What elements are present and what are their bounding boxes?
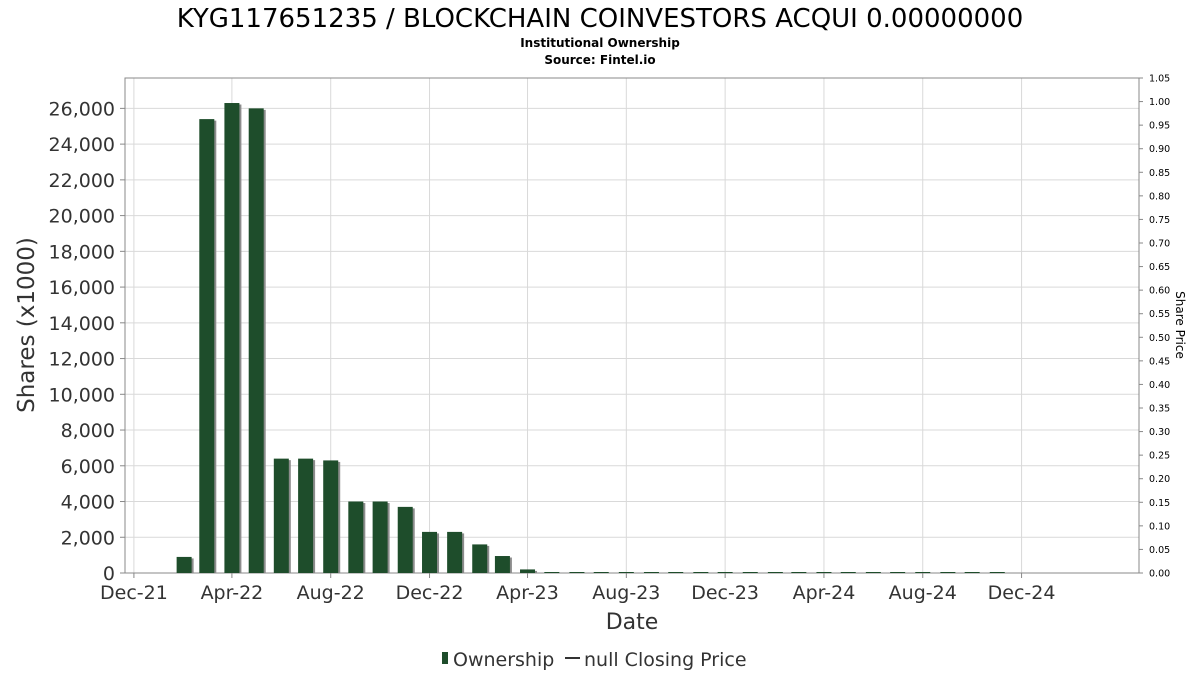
y2-tick-label: 0.65 [1149, 262, 1170, 273]
y2-tick-label: 0.05 [1149, 545, 1170, 556]
y2-tick-label: 0.00 [1149, 569, 1170, 580]
y2-tick-label: 0.40 [1149, 380, 1170, 391]
bar [224, 103, 240, 573]
y-axis-ticks: 0 2,000 4,000 6,000 8,000 10,000 12,000 14,000 1… [49, 98, 125, 585]
y2-tick-label: 0.90 [1149, 144, 1170, 155]
x-axis-ticks: Dec-21 Apr-22 Aug-22 Dec-22 Apr-23 Aug-23 Dec-… [100, 573, 1055, 604]
bar [397, 506, 413, 573]
bar [248, 108, 264, 573]
bar [494, 556, 510, 573]
bar [791, 572, 807, 573]
x-axis-label: Date [606, 610, 659, 635]
bar [717, 572, 733, 573]
y2-tick-label: 0.25 [1149, 451, 1170, 462]
x-tick-label: Dec-21 [100, 582, 168, 604]
y2-tick-label: 0.15 [1149, 498, 1170, 509]
y-tick-label: 12,000 [49, 349, 115, 371]
bar [298, 458, 314, 573]
bar [989, 572, 1005, 573]
y2-axis-ticks: 0.00 0.05 0.10 0.15 0.20 0.25 0.30 0.35 0.40 0.45… [1139, 74, 1170, 580]
bar [915, 572, 931, 573]
bar [865, 572, 881, 573]
y2-tick-label: 1.00 [1149, 97, 1170, 108]
y2-tick-label: 0.80 [1149, 191, 1170, 202]
y-tick-label: 4,000 [61, 492, 115, 514]
x-tick-label: Apr-24 [793, 582, 856, 604]
y2-tick-label: 0.20 [1149, 474, 1170, 485]
legend-ownership-swatch [442, 652, 448, 664]
bars [176, 103, 1005, 574]
bar [742, 572, 758, 573]
y2-tick-label: 1.05 [1149, 74, 1170, 85]
y2-tick-label: 0.70 [1149, 239, 1170, 250]
x-tick-label: Apr-23 [496, 582, 559, 604]
y-tick-label: 8,000 [61, 420, 115, 442]
y-tick-label: 0 [103, 563, 115, 585]
x-tick-label: Apr-22 [201, 582, 264, 604]
y-tick-label: 2,000 [61, 527, 115, 549]
y-tick-label: 20,000 [49, 206, 115, 228]
y2-tick-label: 0.10 [1149, 521, 1170, 532]
bar [816, 572, 832, 573]
y2-tick-label: 0.60 [1149, 286, 1170, 297]
chart-subtitle-1: Institutional Ownership [520, 36, 680, 50]
chart-subtitle-2: Source: Fintel.io [544, 53, 655, 67]
bar [199, 119, 215, 574]
bar [643, 572, 659, 573]
bar [940, 572, 956, 573]
bar [422, 531, 438, 573]
y2-axis-label: Share Price [1173, 291, 1187, 359]
bar [520, 569, 536, 573]
bar [618, 572, 634, 573]
y2-tick-label: 0.45 [1149, 356, 1170, 367]
x-tick-label: Dec-24 [988, 582, 1056, 604]
bar [693, 572, 709, 573]
x-tick-label: Aug-23 [592, 582, 660, 604]
y2-tick-label: 0.75 [1149, 215, 1170, 226]
x-tick-label: Aug-22 [297, 582, 365, 604]
bar [840, 572, 856, 573]
y-tick-label: 16,000 [49, 277, 115, 299]
y-axis-label: Shares (x1000) [14, 237, 40, 413]
bar [372, 501, 388, 573]
bar [273, 458, 289, 573]
y2-tick-label: 0.30 [1149, 427, 1170, 438]
x-tick-label: Dec-22 [396, 582, 464, 604]
y-tick-label: 6,000 [61, 456, 115, 478]
y-tick-label: 18,000 [49, 241, 115, 263]
bar [472, 544, 488, 573]
bar [668, 572, 684, 573]
y-tick-label: 26,000 [49, 98, 115, 120]
y2-tick-label: 0.95 [1149, 121, 1170, 132]
x-tick-label: Aug-24 [889, 582, 957, 604]
bar [964, 572, 980, 573]
bar [890, 572, 906, 573]
legend-price-label: null Closing Price [584, 649, 747, 671]
y2-tick-label: 0.35 [1149, 404, 1170, 415]
y2-tick-label: 0.85 [1149, 168, 1170, 179]
bar [593, 572, 609, 573]
bar [544, 572, 560, 573]
y-tick-label: 24,000 [49, 134, 115, 156]
bar [569, 572, 585, 573]
legend: Ownership null Closing Price [442, 649, 747, 671]
grid-lines [125, 78, 1139, 574]
x-tick-label: Dec-23 [691, 582, 759, 604]
chart-title: KYG117651235 / BLOCKCHAIN COINVESTORS AC… [177, 4, 1024, 34]
y2-tick-label: 0.50 [1149, 333, 1170, 344]
y-tick-label: 14,000 [49, 313, 115, 335]
y-tick-label: 10,000 [49, 384, 115, 406]
y-tick-label: 22,000 [49, 170, 115, 192]
y2-tick-label: 0.55 [1149, 309, 1170, 320]
bar [176, 556, 192, 573]
legend-ownership-label: Ownership [453, 649, 554, 671]
bar [323, 460, 339, 573]
bar [767, 572, 783, 573]
bar [447, 531, 463, 573]
bar [348, 501, 364, 573]
